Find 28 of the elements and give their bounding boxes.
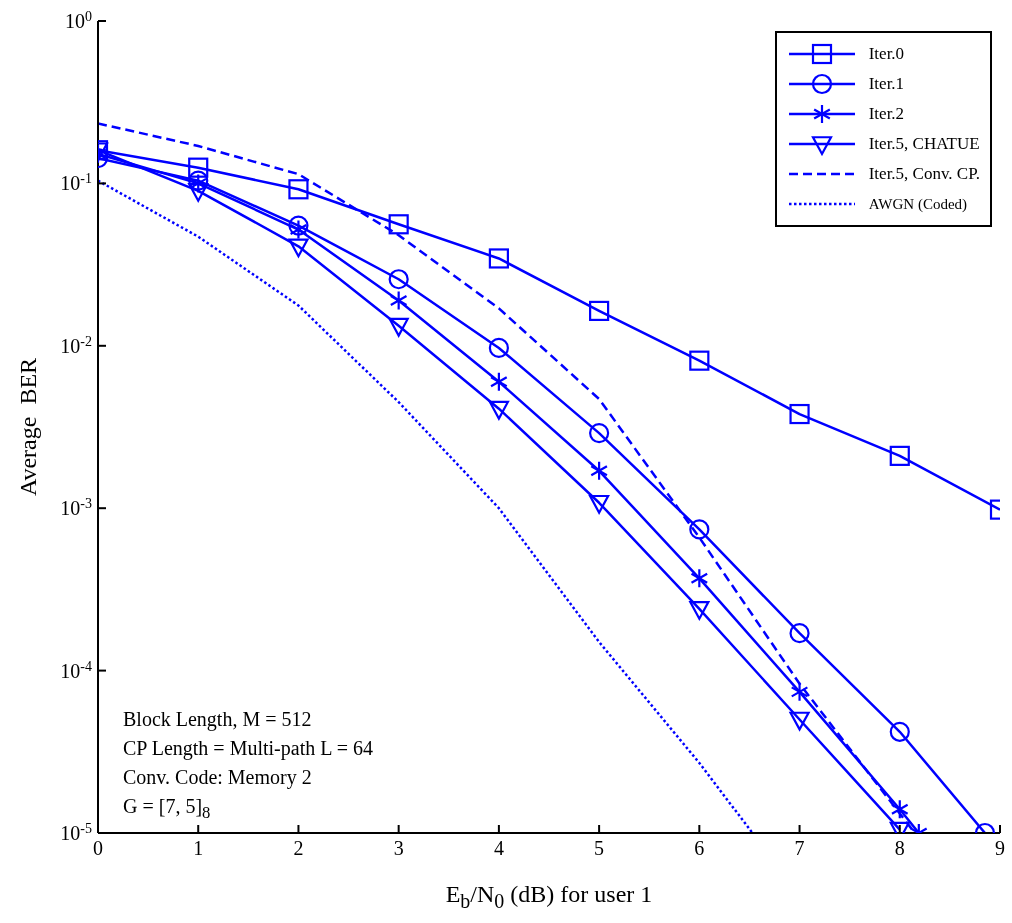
x-tick-label: 6 — [694, 837, 705, 860]
y-tick-label: 10$^{0}$ — [65, 8, 92, 32]
legend-label: Iter.2 — [868, 104, 905, 124]
x-tick-label: 7 — [794, 837, 805, 860]
legend-label: Iter.0 — [868, 44, 905, 64]
legend-label: Iter.1 — [868, 74, 905, 94]
x-tick-label: 9 — [995, 837, 1005, 860]
x-tick-label: 3 — [393, 837, 404, 860]
y-tick-label: 10$^{-4}$ — [60, 658, 92, 682]
y-axis-title: Average BER — [14, 357, 42, 497]
annotation: Block Length, M = 512 — [123, 707, 313, 733]
x-axis-title: E$_{b}$/N$_{0}$ (dB) for user 1 — [444, 881, 654, 913]
annotation: Conv. Code: Memory 2 — [123, 765, 313, 791]
x-tick-label: 8 — [894, 837, 905, 860]
annotation: G = [7, 5]$_{8}$ — [123, 794, 212, 824]
x-tick-label: 0 — [93, 837, 103, 860]
y-tick-label: 10$^{-3}$ — [60, 495, 92, 520]
annotation: CP Length = Multi-path L = 64 — [123, 736, 373, 762]
legend-label: AWGN (Coded) — [868, 195, 968, 213]
x-tick-label: 2 — [293, 837, 304, 860]
legend-label: Iter.5, CHATUE — [868, 134, 980, 154]
y-tick-label: 10$^{-1}$ — [60, 170, 92, 195]
x-tick-label: 5 — [594, 837, 605, 860]
x-tick-label: 4 — [493, 837, 504, 860]
y-tick-label: 10$^{-5}$ — [60, 820, 92, 844]
x-tick-label: 1 — [193, 837, 204, 860]
y-tick-label: 10$^{-2}$ — [60, 333, 92, 357]
legend-label: Iter.5, Conv. CP. — [868, 164, 980, 184]
